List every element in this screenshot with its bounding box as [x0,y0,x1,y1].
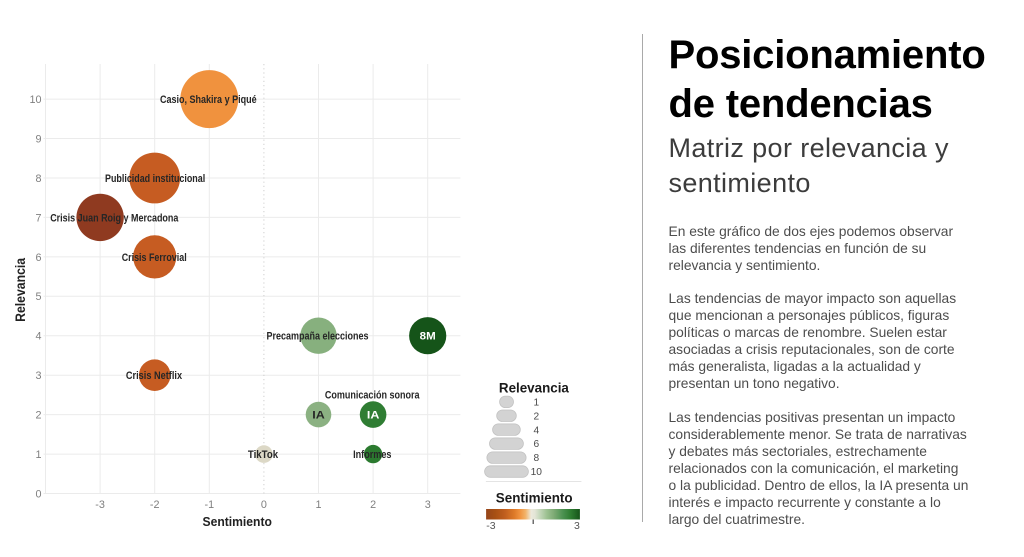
svg-text:3: 3 [425,499,431,511]
svg-text:4: 4 [35,331,41,343]
svg-text:2: 2 [533,411,539,422]
svg-text:Relevancia: Relevancia [499,380,569,396]
svg-text:-1: -1 [204,499,214,511]
svg-text:Publicidad institucional: Publicidad institucional [105,173,205,185]
svg-text:0: 0 [261,499,267,511]
svg-text:4: 4 [533,425,539,436]
svg-text:Precampaña elecciones: Precampaña elecciones [267,331,369,343]
svg-text:8: 8 [533,453,539,464]
svg-text:8M: 8M [420,331,436,343]
svg-text:3: 3 [35,370,41,382]
svg-text:Relevancia: Relevancia [13,257,28,321]
svg-text:5: 5 [35,291,41,303]
svg-text:Sentimiento: Sentimiento [203,514,272,529]
svg-text:Comunicación sonora: Comunicación sonora [325,389,420,401]
svg-text:Crisis Netflix: Crisis Netflix [126,370,183,382]
svg-text:Casio, Shakira y Piqué: Casio, Shakira y Piqué [160,94,257,106]
svg-text:9: 9 [35,133,41,145]
svg-text:7: 7 [35,212,41,224]
svg-text:6: 6 [533,439,539,450]
svg-text:10: 10 [531,467,543,478]
svg-text:-3: -3 [95,499,105,511]
svg-text:IA: IA [312,410,325,422]
svg-text:2: 2 [35,410,41,422]
svg-text:Crisis Juan Roig y Mercadona: Crisis Juan Roig y Mercadona [50,212,179,224]
svg-text:1: 1 [315,499,321,511]
svg-text:8: 8 [35,173,41,185]
svg-text:0: 0 [35,488,41,500]
svg-text:-3: -3 [486,520,495,532]
svg-text:Crisis Ferrovial: Crisis Ferrovial [122,252,187,264]
svg-text:1: 1 [533,397,539,408]
svg-text:1: 1 [35,449,41,461]
svg-text:3: 3 [574,520,580,532]
svg-text:Informes: Informes [353,449,391,461]
svg-text:-2: -2 [150,499,160,511]
svg-text:Sentimiento: Sentimiento [496,490,573,506]
svg-text:10: 10 [29,94,41,106]
svg-text:6: 6 [35,252,41,264]
svg-text:IA: IA [367,410,380,422]
svg-text:TikTok: TikTok [248,449,279,461]
svg-text:2: 2 [370,499,376,511]
